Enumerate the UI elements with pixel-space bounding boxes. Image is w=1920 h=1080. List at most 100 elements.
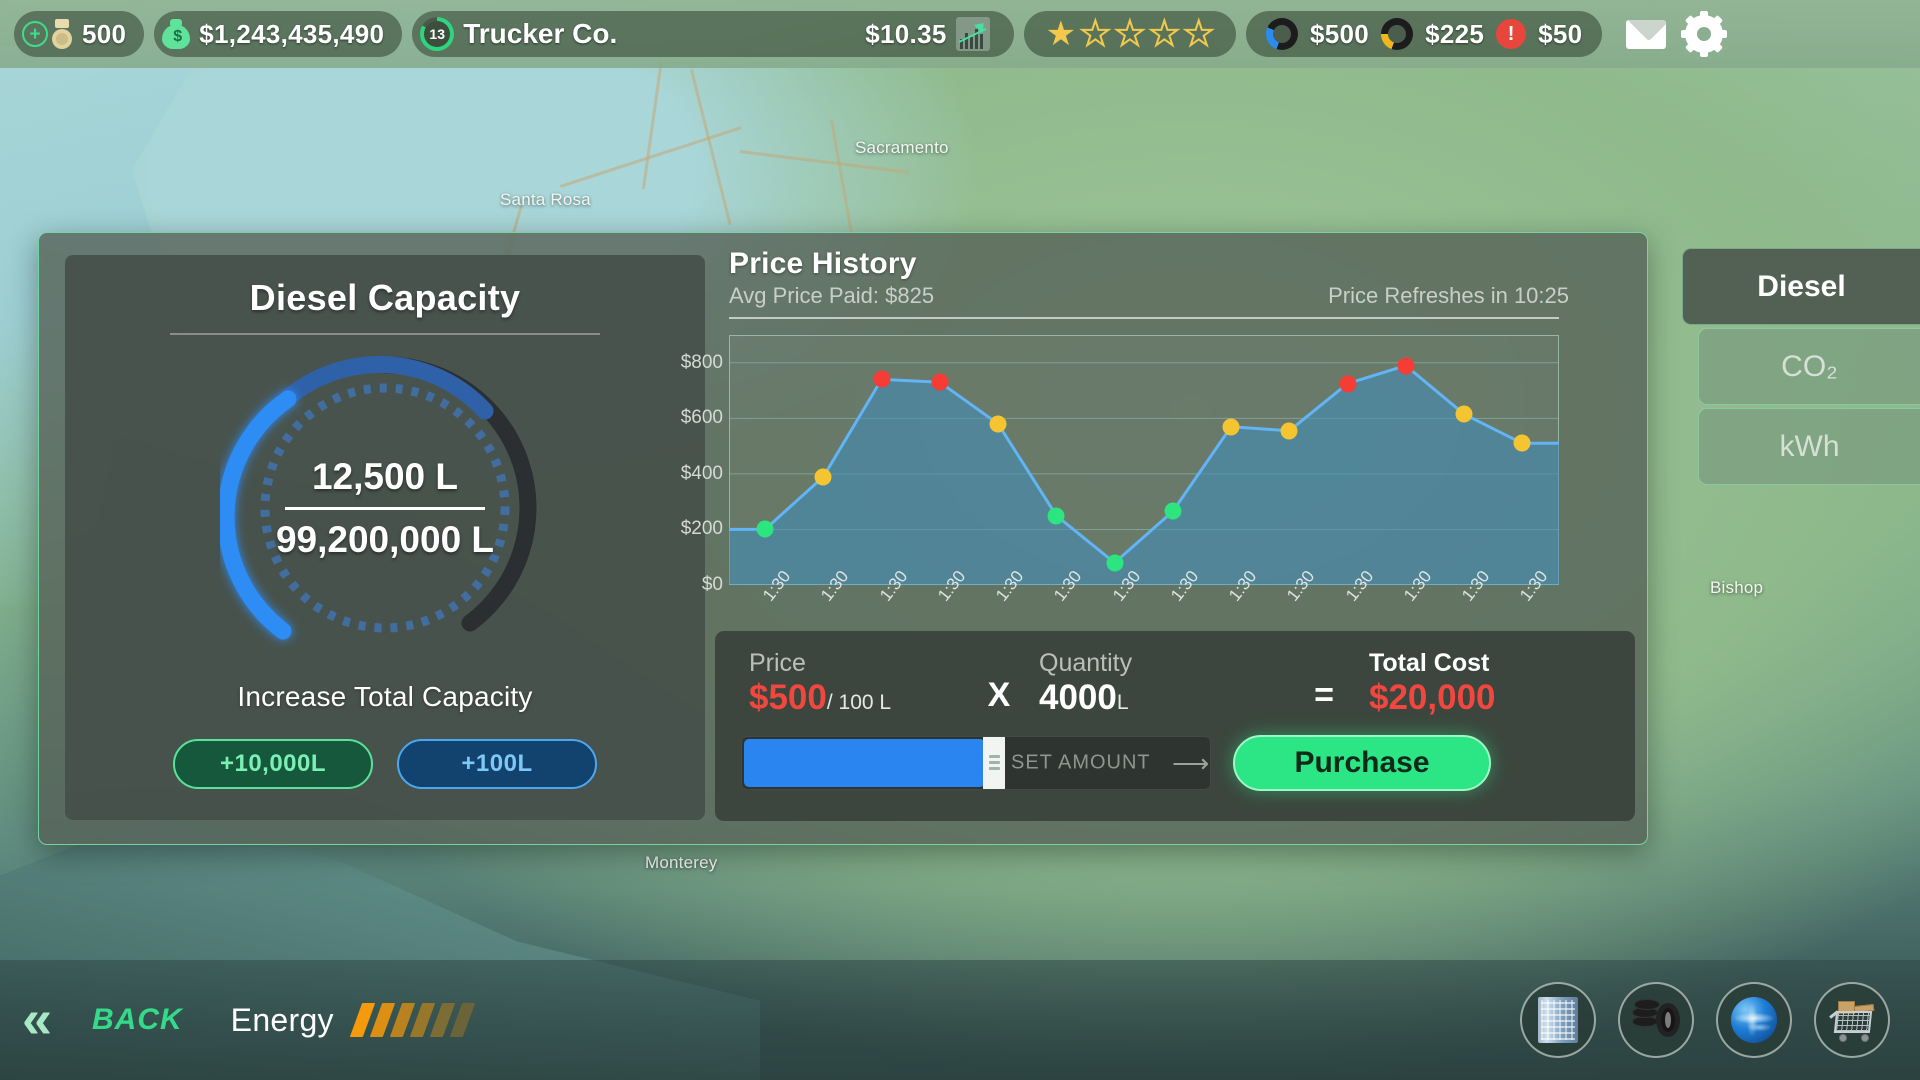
amber-meter-value: $225 — [1425, 18, 1485, 49]
quantity-slider-handle[interactable] — [983, 736, 1005, 789]
level-value: 13 — [429, 26, 445, 42]
y-axis-tick-label: $200 — [680, 518, 723, 540]
back-button[interactable]: « BACK — [0, 989, 183, 1049]
energy-label: Energy — [230, 1001, 334, 1038]
top-status-bar: + 500 $ $1,243,435,490 13 Trucker Co. $1… — [0, 0, 1920, 68]
tab-kwh[interactable]: kWh — [1698, 408, 1920, 485]
star-rating: ★ ★ ★ ★ ★ — [1046, 15, 1216, 53]
building-button[interactable] — [1520, 982, 1596, 1058]
price-history-section: Price History Avg Price Paid: $825 Price… — [681, 247, 1629, 617]
resource-tabs: Diesel CO₂ kWh — [1682, 248, 1920, 488]
quantity-unit: L — [1116, 691, 1129, 714]
amber-meter-icon — [1381, 18, 1414, 50]
chart-data-point — [814, 468, 832, 486]
bottom-bar: « BACK Energy — [0, 960, 1920, 1080]
medals-pill[interactable]: + 500 — [14, 11, 145, 57]
meters-pill[interactable]: $500 $225 ! $50 — [1246, 11, 1603, 57]
money-bag-icon: $ — [162, 19, 191, 49]
gear-icon — [1681, 11, 1728, 57]
energy-bar — [449, 1003, 476, 1037]
quantity-label: Quantity — [1039, 649, 1133, 677]
tires-button[interactable] — [1618, 982, 1694, 1058]
y-axis-tick-label: $400 — [680, 462, 723, 484]
money-amount: $1,243,435,490 — [199, 18, 385, 49]
mail-button[interactable] — [1622, 12, 1670, 56]
price-history-chart: $0 $200 $400 $600 $800 1:30 1:30 1:30 1:30 1:30 1… — [681, 335, 1559, 605]
purchase-formula-row: Price $500/ 100 L X Quantity 4000L = Tot… — [715, 631, 1635, 717]
multiply-operator: X — [987, 675, 1011, 714]
shopping-cart-icon — [1827, 998, 1877, 1042]
increase-100l-label: +100L — [461, 750, 533, 777]
purchase-controls: SET AMOUNT ⟶ Purchase — [715, 717, 1635, 791]
star-icon-empty: ★ — [1114, 15, 1147, 53]
chart-data-point — [756, 520, 774, 538]
price-unit: / 100 L — [826, 691, 892, 714]
chart-line — [729, 364, 1559, 565]
shopping-cart-button[interactable] — [1814, 982, 1890, 1058]
tab-co2[interactable]: CO₂ — [1698, 328, 1920, 405]
resource-purchase-dialog: Diesel Capacity 12,500 — [38, 232, 1648, 845]
gauge-fraction-bar — [285, 506, 485, 510]
capacity-title: Diesel Capacity — [249, 277, 521, 318]
capacity-subtitle: Increase Total Capacity — [237, 681, 533, 712]
capacity-gauge: 12,500 L 99,200,000 L — [220, 343, 550, 673]
capacity-buttons: +10,000L +100L — [65, 739, 705, 789]
chart-data-point — [1164, 502, 1182, 520]
total-cost-column: Total Cost $20,000 — [1369, 649, 1496, 717]
stock-chart-icon[interactable] — [955, 17, 990, 51]
rating-pill[interactable]: ★ ★ ★ ★ ★ — [1023, 11, 1237, 57]
price-chart-svg — [729, 335, 1559, 585]
company-name: Trucker Co. — [463, 18, 618, 49]
plus-circle-icon[interactable]: + — [22, 21, 48, 47]
envelope-icon — [1626, 19, 1667, 49]
quantity-slider-fill — [744, 738, 985, 787]
divider — [729, 317, 1559, 319]
increase-10000l-label: +10,000L — [219, 750, 327, 777]
globe-icon — [1731, 997, 1777, 1043]
globe-button[interactable] — [1716, 982, 1792, 1058]
back-label: BACK — [92, 1003, 183, 1036]
chart-data-point — [873, 370, 891, 388]
stock-price: $10.35 — [865, 18, 947, 49]
price-chart-points — [729, 335, 1559, 585]
price-refresh-timer: Price Refreshes in 10:25 — [1328, 283, 1569, 308]
gauge-current-value: 12,500 L — [311, 455, 459, 497]
tab-diesel[interactable]: Diesel — [1682, 248, 1920, 325]
quantity-slider[interactable]: SET AMOUNT ⟶ — [741, 735, 1211, 790]
price-amount: $500 — [749, 678, 827, 717]
avg-price-paid: Avg Price Paid: $825 — [729, 283, 935, 308]
slider-arrow-icon: ⟶ — [1172, 747, 1210, 778]
increase-10000l-button[interactable]: +10,000L — [173, 739, 373, 789]
price-label: Price — [749, 649, 806, 677]
quantity-value: 4000L — [1039, 678, 1279, 717]
star-icon-empty: ★ — [1148, 15, 1181, 53]
quantity-column: Quantity 4000L — [1039, 649, 1279, 717]
total-cost-value: $20,000 — [1369, 678, 1496, 717]
tab-co2-label: CO₂ — [1781, 349, 1838, 383]
star-icon-empty: ★ — [1183, 15, 1216, 53]
capacity-card: Diesel Capacity 12,500 — [65, 255, 705, 820]
quantity-amount: 4000 — [1039, 678, 1117, 717]
chart-data-point — [1280, 422, 1298, 440]
price-history-meta: Avg Price Paid: $825 Price Refreshes in … — [729, 283, 1629, 309]
level-badge-icon: 13 — [420, 17, 455, 51]
chart-data-point — [1455, 405, 1473, 423]
increase-100l-button[interactable]: +100L — [397, 739, 597, 789]
chart-data-point — [931, 373, 949, 391]
double-chevron-left-icon: « — [22, 989, 52, 1049]
chart-data-point — [1047, 507, 1065, 525]
gauge-svg — [220, 356, 537, 640]
tab-diesel-label: Diesel — [1757, 269, 1846, 303]
price-history-title: Price History — [729, 247, 917, 280]
purchase-button[interactable]: Purchase — [1233, 734, 1491, 791]
chart-area-fill — [729, 365, 1559, 585]
price-column: Price $500/ 100 L — [749, 649, 959, 717]
chart-data-point — [989, 415, 1007, 433]
chart-data-point — [1222, 418, 1240, 436]
money-pill[interactable]: $ $1,243,435,490 — [154, 11, 403, 57]
company-pill[interactable]: 13 Trucker Co. $10.35 — [412, 11, 1014, 57]
alert-meter-icon: ! — [1496, 19, 1527, 49]
settings-button[interactable] — [1680, 11, 1728, 57]
alert-meter-value: $50 — [1538, 18, 1583, 49]
chart-data-point — [1513, 434, 1531, 452]
